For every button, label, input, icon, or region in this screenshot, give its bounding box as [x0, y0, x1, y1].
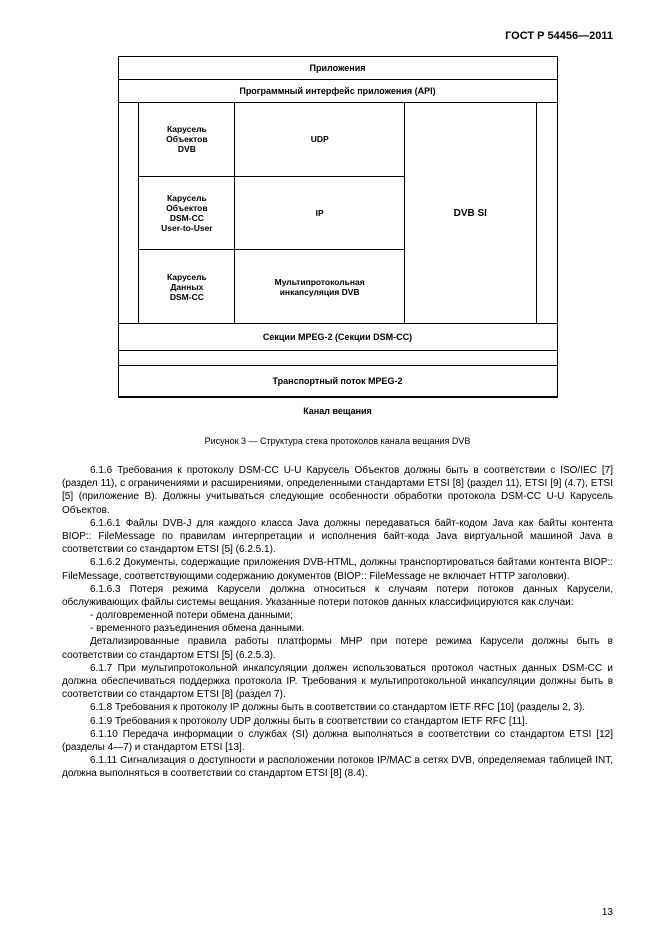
page-number: 13: [602, 907, 613, 918]
para-6-1-9: 6.1.9 Требования к протоколу UDP должны …: [62, 715, 613, 728]
diagram-middle: КарусельОбъектовDVB КарусельОбъектовDSM-…: [119, 103, 557, 324]
figure-caption: Рисунок 3 — Структура стека протоколов к…: [62, 436, 613, 446]
diagram-carousel-data-dsmcc: КарусельДанныхDSM-CC: [139, 250, 234, 323]
diagram-channel-row: Канал вещания: [118, 397, 558, 424]
diagram-row-applications: Приложения: [119, 57, 557, 80]
diagram-udp: UDP: [235, 103, 403, 177]
diagram-dvb-si: DVB SI: [405, 103, 536, 323]
para-6-1-7: 6.1.7 При мультипротокольной инкапсуляци…: [62, 662, 613, 702]
list-item-2: - временного разъединения обмена данными…: [62, 622, 613, 635]
para-6-1-10: 6.1.10 Передача информации о службах (SI…: [62, 728, 613, 754]
diagram-spacer: [119, 351, 557, 366]
para-6-1-6: 6.1.6 Требования к протоколу DSM-CC U-U …: [62, 464, 613, 517]
diagram-left-gutter: [119, 103, 140, 323]
para-detail: Детализированные правила работы платформ…: [62, 635, 613, 661]
diagram-row-api: Программный интерфейс приложения (API): [119, 80, 557, 103]
para-6-1-6-2: 6.1.6.2 Документы, содержащие приложения…: [62, 556, 613, 582]
diagram-center-stack: UDP IP Мультипротокольнаяинкапсуляция DV…: [235, 103, 404, 323]
doc-code: ГОСТ Р 54456—2011: [62, 30, 613, 42]
body-text: 6.1.6 Требования к протоколу DSM-CC U-U …: [62, 464, 613, 781]
diagram-carousel-dvb: КарусельОбъектовDVB: [139, 103, 234, 177]
protocol-stack-diagram: Приложения Программный интерфейс приложе…: [118, 56, 558, 424]
para-6-1-8: 6.1.8 Требования к протоколу IP должны б…: [62, 701, 613, 714]
diagram-right-gutter: [536, 103, 557, 323]
diagram-multiprotocol-encap: Мультипротокольнаяинкапсуляция DVB: [235, 250, 403, 323]
diagram-left-stack: КарусельОбъектовDVB КарусельОбъектовDSM-…: [139, 103, 235, 323]
diagram-transport-row: Транспортный поток MPEG-2: [119, 366, 557, 396]
para-6-1-6-1: 6.1.6.1 Файлы DVB-J для каждого класса J…: [62, 517, 613, 557]
diagram-sections-row: Секции MPEG-2 (Секции DSM-CC): [119, 324, 557, 351]
diagram-ip: IP: [235, 177, 403, 251]
para-6-1-6-3: 6.1.6.3 Потеря режима Карусели должна от…: [62, 583, 613, 609]
para-6-1-11: 6.1.11 Сигнализация о доступности и расп…: [62, 754, 613, 780]
diagram-carousel-dsmcc-u2u: КарусельОбъектовDSM-CCUser-to-User: [139, 177, 234, 251]
list-item-1: - долговременной потери обмена данными;: [62, 609, 613, 622]
